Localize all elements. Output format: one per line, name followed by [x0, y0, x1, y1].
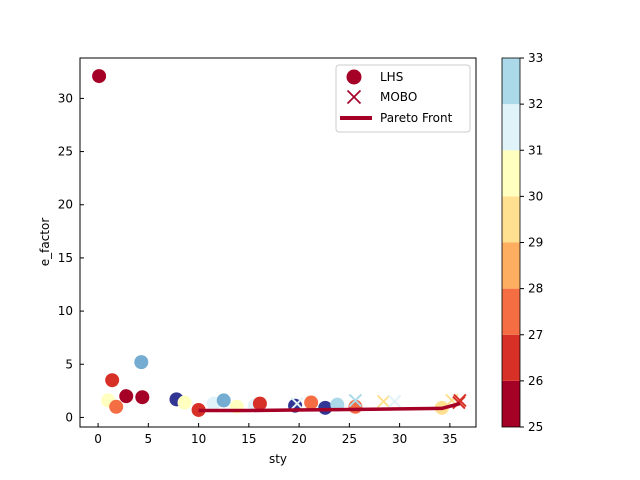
y-tick-label: 10	[58, 304, 73, 318]
lhs-point	[252, 396, 267, 411]
colorbar-band	[502, 288, 520, 335]
plot-frame	[79, 57, 477, 428]
lhs-point	[304, 395, 319, 410]
lhs-point	[92, 69, 107, 84]
y-tick-label: 15	[58, 251, 73, 265]
y-axis: 0 5 10 15 20 25 30	[58, 91, 84, 424]
y-tick-label: 30	[58, 91, 73, 105]
x-tick-label: 30	[392, 432, 407, 446]
colorbar-band	[502, 242, 520, 289]
legend: LHS MOBO Pareto Front	[335, 64, 471, 133]
colorbar-tick-label: 30	[528, 189, 543, 203]
x-tick-label: 5	[145, 432, 153, 446]
mobo-point	[290, 396, 304, 411]
lhs-point	[191, 402, 206, 417]
colorbar-band	[502, 150, 520, 197]
lhs-point	[109, 399, 124, 414]
colorbar-tick-label: 28	[528, 282, 543, 296]
colorbar-tick-label: 32	[528, 97, 543, 111]
x-tick-label: 20	[291, 432, 306, 446]
x-tick-label: 10	[191, 432, 206, 446]
colorbar-band	[502, 380, 520, 427]
mobo-point	[376, 394, 391, 409]
legend-label-mobo: MOBO	[380, 90, 417, 104]
y-tick-label: 20	[58, 198, 73, 212]
colorbar: 25 26 27 28 29 30 31 32 33	[501, 51, 543, 434]
colorbar-band	[502, 334, 520, 381]
colorbar-tick-label: 33	[528, 51, 543, 65]
legend-label-lhs: LHS	[380, 70, 403, 84]
x-tick-label: 25	[342, 432, 357, 446]
colorbar-band	[502, 104, 520, 151]
y-tick-label: 0	[65, 410, 73, 424]
legend-label-pareto: Pareto Front	[380, 111, 453, 125]
x-axis-label: sty	[269, 452, 287, 466]
legend-marker-lhs	[346, 69, 362, 85]
lhs-point	[318, 400, 333, 415]
colorbar-frame	[501, 57, 521, 428]
colorbar-tick-label: 29	[528, 236, 543, 250]
mobo-point	[387, 394, 402, 409]
colorbar-tick-label: 26	[528, 374, 543, 388]
lhs-point	[135, 390, 150, 405]
legend-box	[335, 64, 471, 133]
x-tick-label: 0	[94, 432, 102, 446]
mobo-point	[348, 393, 363, 408]
lhs-point	[216, 393, 231, 408]
y-tick-label: 5	[65, 357, 73, 371]
lhs-point	[348, 399, 363, 414]
lhs-point	[105, 373, 120, 388]
y-tick-label: 25	[58, 145, 73, 159]
lhs-point	[119, 389, 134, 404]
colorbar-band	[502, 58, 520, 105]
y-axis-label: e_factor	[38, 218, 52, 267]
data-marks	[92, 69, 467, 417]
lhs-point	[177, 395, 192, 410]
colorbar-tick-label: 25	[528, 420, 543, 434]
colorbar-tick-label: 31	[528, 143, 543, 157]
x-tick-label: 15	[241, 432, 256, 446]
colorbar-band	[502, 196, 520, 243]
colorbar-tick-label: 27	[528, 328, 543, 342]
pareto-front-line	[198, 401, 461, 413]
lhs-point	[134, 355, 149, 370]
x-tick-label: 35	[442, 432, 457, 446]
legend-marker-mobo	[346, 89, 362, 105]
x-axis: 0 5 10 15 20 25 30 35	[94, 423, 458, 446]
